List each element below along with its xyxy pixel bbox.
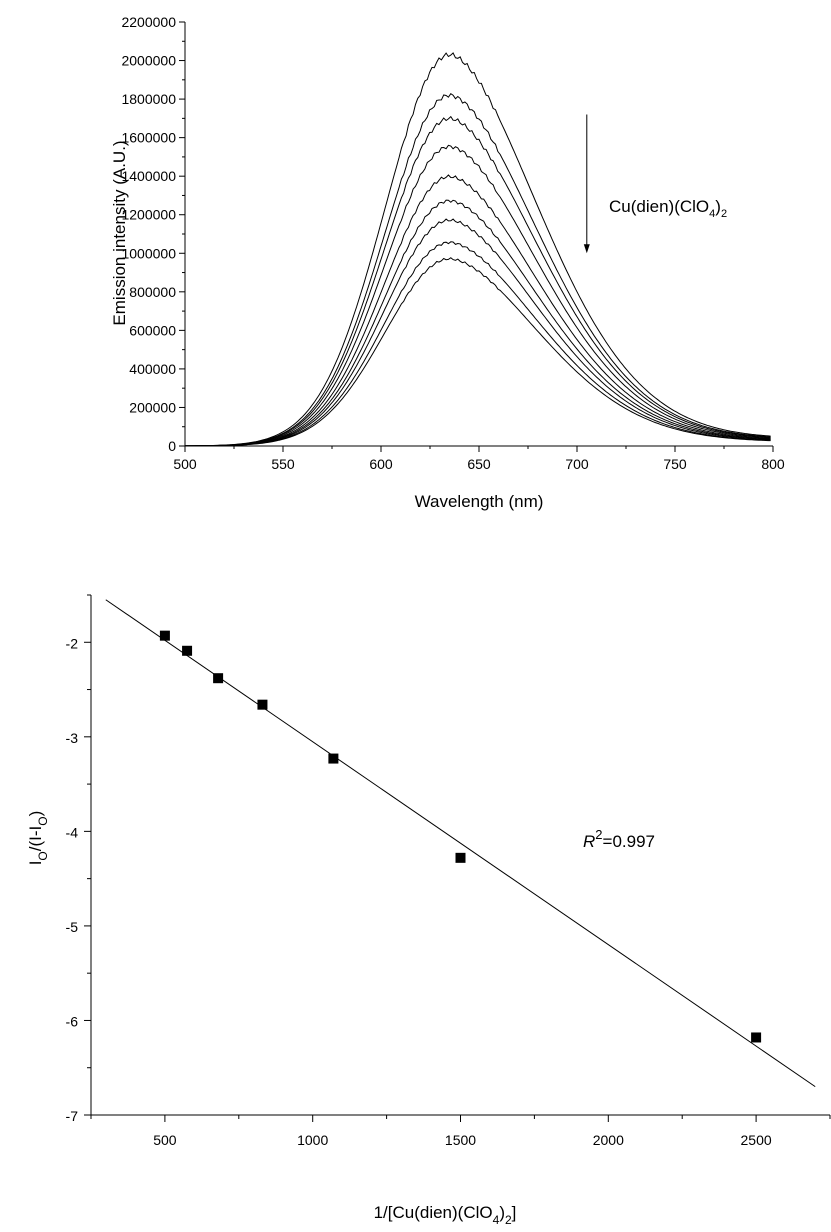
spectrum-line: [185, 52, 771, 447]
bottom-y-tick-label: -2: [66, 635, 79, 651]
r-squared-annotation: R2=0.997: [583, 827, 655, 851]
spectrum-line: [185, 115, 771, 447]
top-y-tick-label: 0: [168, 438, 176, 454]
data-point: [328, 753, 339, 764]
top-y-tick-label: 800000: [129, 284, 176, 300]
bottom-y-tick-label: -7: [66, 1108, 79, 1124]
top-x-tick-label: 700: [565, 456, 589, 472]
top-axes: 0 200000 400000 600000 800000 1000000 1200000 1…: [121, 14, 784, 472]
data-point: [159, 630, 170, 641]
stern-volmer-chart: -7 -6 -5 -4 -3 -2 500 1000 1500 2000 2500 R2=0.997…: [26, 594, 831, 1227]
top-x-tick-label: 750: [663, 456, 687, 472]
spectrum-line: [185, 144, 771, 447]
data-point: [455, 852, 466, 863]
top-x-tick-label: 800: [761, 456, 785, 472]
spectrum-line: [185, 199, 771, 447]
top-x-tick-label: 650: [467, 456, 491, 472]
bottom-x-tick-label: 500: [153, 1132, 177, 1148]
spectrum-line: [184, 241, 771, 447]
fit-line: [105, 599, 816, 1088]
data-point: [257, 699, 268, 710]
top-y-tick-label: 2200000: [121, 14, 176, 30]
top-y-axis-title: Emission intensity (A.U.): [110, 140, 129, 325]
bottom-x-axis-title: 1/[Cu(dien)(ClO4)2]: [374, 1203, 517, 1227]
bottom-y-tick-label: -5: [66, 919, 79, 935]
bottom-y-tick-label: -4: [66, 824, 79, 840]
bottom-y-tick-label: -6: [66, 1013, 79, 1029]
bottom-x-tick-label: 1500: [445, 1132, 476, 1148]
emission-spectra-chart: 0 200000 400000 600000 800000 1000000 1200000 1…: [110, 14, 785, 511]
top-x-tick-label: 550: [271, 456, 295, 472]
top-y-tick-label: 1400000: [121, 168, 176, 184]
bottom-x-tick-label: 1000: [297, 1132, 328, 1148]
top-y-tick-label: 400000: [129, 361, 176, 377]
bottom-y-tick-label: -3: [66, 730, 79, 746]
data-point: [182, 645, 193, 656]
top-x-axis-title: Wavelength (nm): [415, 492, 544, 511]
top-x-tick-label: 600: [369, 456, 393, 472]
bottom-x-tick-label: 2000: [593, 1132, 624, 1148]
spectrum-line: [185, 218, 771, 447]
top-y-tick-label: 200000: [129, 399, 176, 415]
arrow-head: [583, 244, 590, 254]
spectrum-line: [185, 174, 771, 447]
spectrum-line: [184, 257, 771, 447]
top-y-tick-label: 2000000: [121, 53, 176, 69]
spectrum-line: [185, 93, 771, 447]
top-y-tick-label: 1000000: [121, 245, 176, 261]
top-x-tick-label: 500: [173, 456, 197, 472]
bottom-y-axis-title: IO/(I-IO): [26, 811, 50, 866]
bottom-axes: -7 -6 -5 -4 -3 -2 500 1000 1500 2000 2500: [66, 594, 831, 1148]
decrease-arrow: [583, 114, 590, 254]
top-y-tick-label: 1800000: [121, 91, 176, 107]
top-annotation: Cu(dien)(ClO4)2: [609, 197, 727, 220]
data-point: [751, 1032, 762, 1043]
spectra-lines: [184, 52, 771, 447]
data-point: [213, 673, 224, 684]
top-y-tick-label: 600000: [129, 322, 176, 338]
bottom-x-tick-label: 2500: [741, 1132, 772, 1148]
top-y-tick-label: 1600000: [121, 130, 176, 146]
data-points: [159, 630, 762, 1043]
top-y-tick-label: 1200000: [121, 207, 176, 223]
